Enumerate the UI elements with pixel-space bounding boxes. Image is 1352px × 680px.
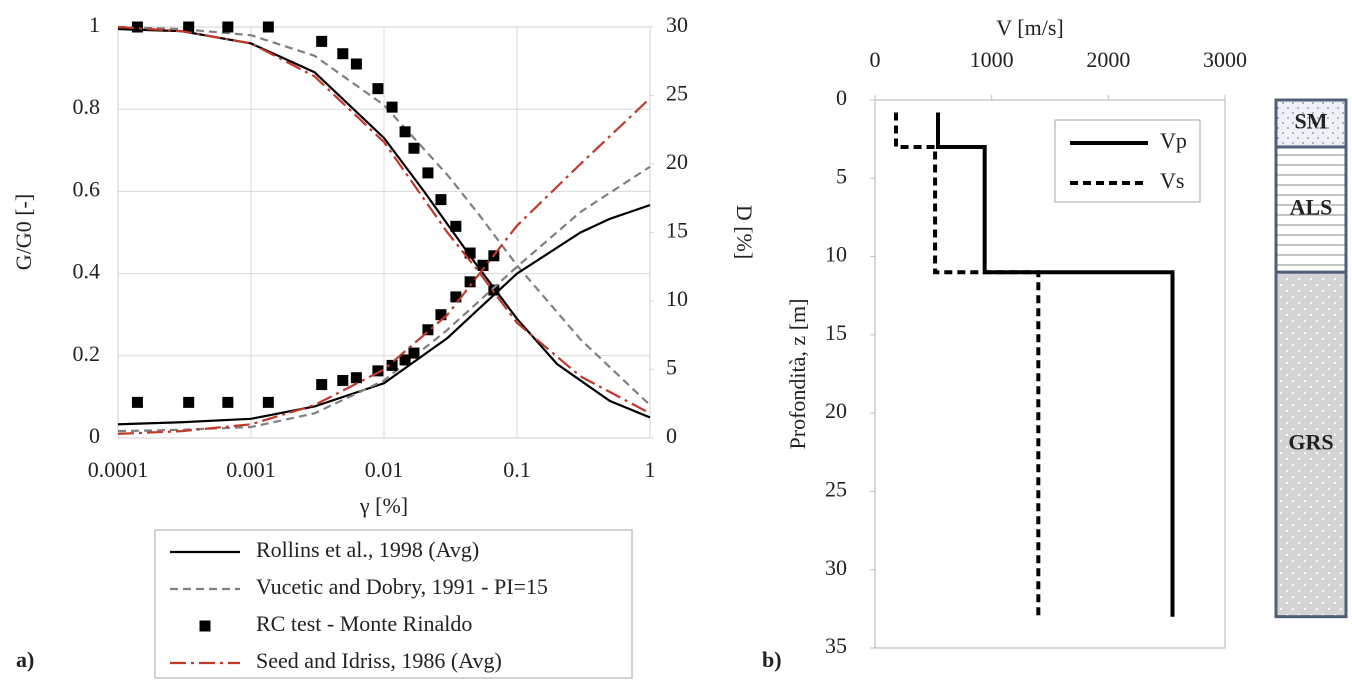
y-tick-label: 15: [825, 320, 847, 345]
y2-tick-label: 20: [666, 149, 688, 174]
marker: [464, 247, 476, 259]
legend-label: Vp: [1160, 128, 1187, 153]
marker: [422, 167, 434, 179]
x-tick-label: 0.0001: [88, 457, 149, 482]
panel-label: a): [16, 647, 34, 672]
panel-label: b): [762, 647, 782, 672]
y2-tick-label: 5: [666, 355, 677, 380]
marker: [488, 284, 500, 296]
legend-label: Vucetic and Dobry, 1991 - PI=15: [256, 574, 548, 599]
x-tick-label: 1000: [970, 47, 1014, 72]
marker: [477, 259, 489, 271]
y-tick-label: 20: [825, 398, 847, 423]
y2-tick-label: 30: [666, 12, 688, 37]
series-line: [117, 204, 651, 426]
plot-frame: [874, 99, 1226, 649]
y-tick-label: 0.2: [73, 341, 101, 366]
marker: [131, 21, 143, 33]
marker: [316, 35, 328, 47]
marker: [183, 21, 195, 33]
y2-axis-label: D [%]: [732, 205, 757, 259]
y-tick-label: 25: [825, 476, 847, 501]
series-line: [117, 25, 651, 406]
marker: [399, 354, 411, 366]
y2-tick-label: 25: [666, 81, 688, 106]
marker: [450, 220, 462, 232]
legend-box: [1054, 119, 1201, 203]
x-tick-label: 0: [870, 47, 881, 72]
y-tick-label: 5: [836, 163, 847, 188]
marker: [464, 276, 476, 288]
series-line: [894, 112, 1041, 617]
series-line: [936, 112, 1175, 617]
soil-layer: [1274, 270, 1348, 619]
y-tick-label: 1: [89, 12, 100, 37]
x-tick-label: 2000: [1086, 47, 1130, 72]
series-line: [117, 165, 651, 433]
y-tick-label: 0: [89, 423, 100, 448]
soil-layer-label: GRS: [1288, 430, 1333, 455]
marker: [408, 347, 420, 359]
legend-box: [154, 529, 633, 679]
y2-tick-label: 10: [666, 286, 688, 311]
legend-label: Rollins et al., 1998 (Avg): [256, 537, 479, 562]
y-tick-label: 0.6: [73, 176, 101, 201]
x-axis-label: γ [%]: [359, 493, 408, 518]
marker: [399, 126, 411, 138]
y-tick-label: 10: [825, 242, 847, 267]
y2-tick-label: 0: [666, 423, 677, 448]
series-line: [117, 27, 651, 419]
marker: [386, 359, 398, 371]
series-line: [117, 25, 651, 415]
marker: [183, 396, 195, 408]
soil-layer-label: ALS: [1290, 195, 1333, 220]
x-axis-label: V [m/s]: [996, 15, 1063, 40]
x-tick-label: 0.01: [365, 457, 404, 482]
y-axis-label: Profondità, z [m]: [785, 299, 810, 450]
marker: [337, 374, 349, 386]
marker: [222, 21, 234, 33]
marker: [372, 83, 384, 95]
y-axis-label: G/G0 [-]: [11, 194, 36, 270]
marker: [222, 396, 234, 408]
series-line: [117, 97, 651, 435]
marker: [372, 365, 384, 377]
x-tick-label: 0.1: [503, 457, 531, 482]
x-tick-label: 3000: [1203, 47, 1247, 72]
marker: [337, 48, 349, 60]
legend-label: Vs: [1160, 168, 1184, 193]
marker: [450, 291, 462, 303]
marker: [316, 379, 328, 391]
x-tick-label: 0.001: [226, 457, 276, 482]
marker: [350, 372, 362, 384]
marker: [422, 324, 434, 336]
legend-marker: [199, 620, 211, 632]
marker: [435, 309, 447, 321]
y-tick-label: 0.8: [73, 94, 101, 119]
legend-label: RC test - Monte Rinaldo: [256, 611, 472, 636]
marker: [131, 396, 143, 408]
marker: [262, 21, 274, 33]
marker: [386, 101, 398, 113]
y-tick-label: 0.4: [73, 259, 101, 284]
x-tick-label: 1: [645, 457, 656, 482]
y-tick-label: 0: [836, 85, 847, 110]
y-tick-label: 30: [825, 555, 847, 580]
y2-tick-label: 15: [666, 218, 688, 243]
soil-layer-label: SM: [1295, 109, 1328, 134]
marker: [350, 58, 362, 70]
y-tick-label: 35: [825, 633, 847, 658]
marker: [262, 396, 274, 408]
marker: [435, 194, 447, 206]
marker: [408, 142, 420, 154]
legend-label: Seed and Idriss, 1986 (Avg): [256, 648, 502, 673]
